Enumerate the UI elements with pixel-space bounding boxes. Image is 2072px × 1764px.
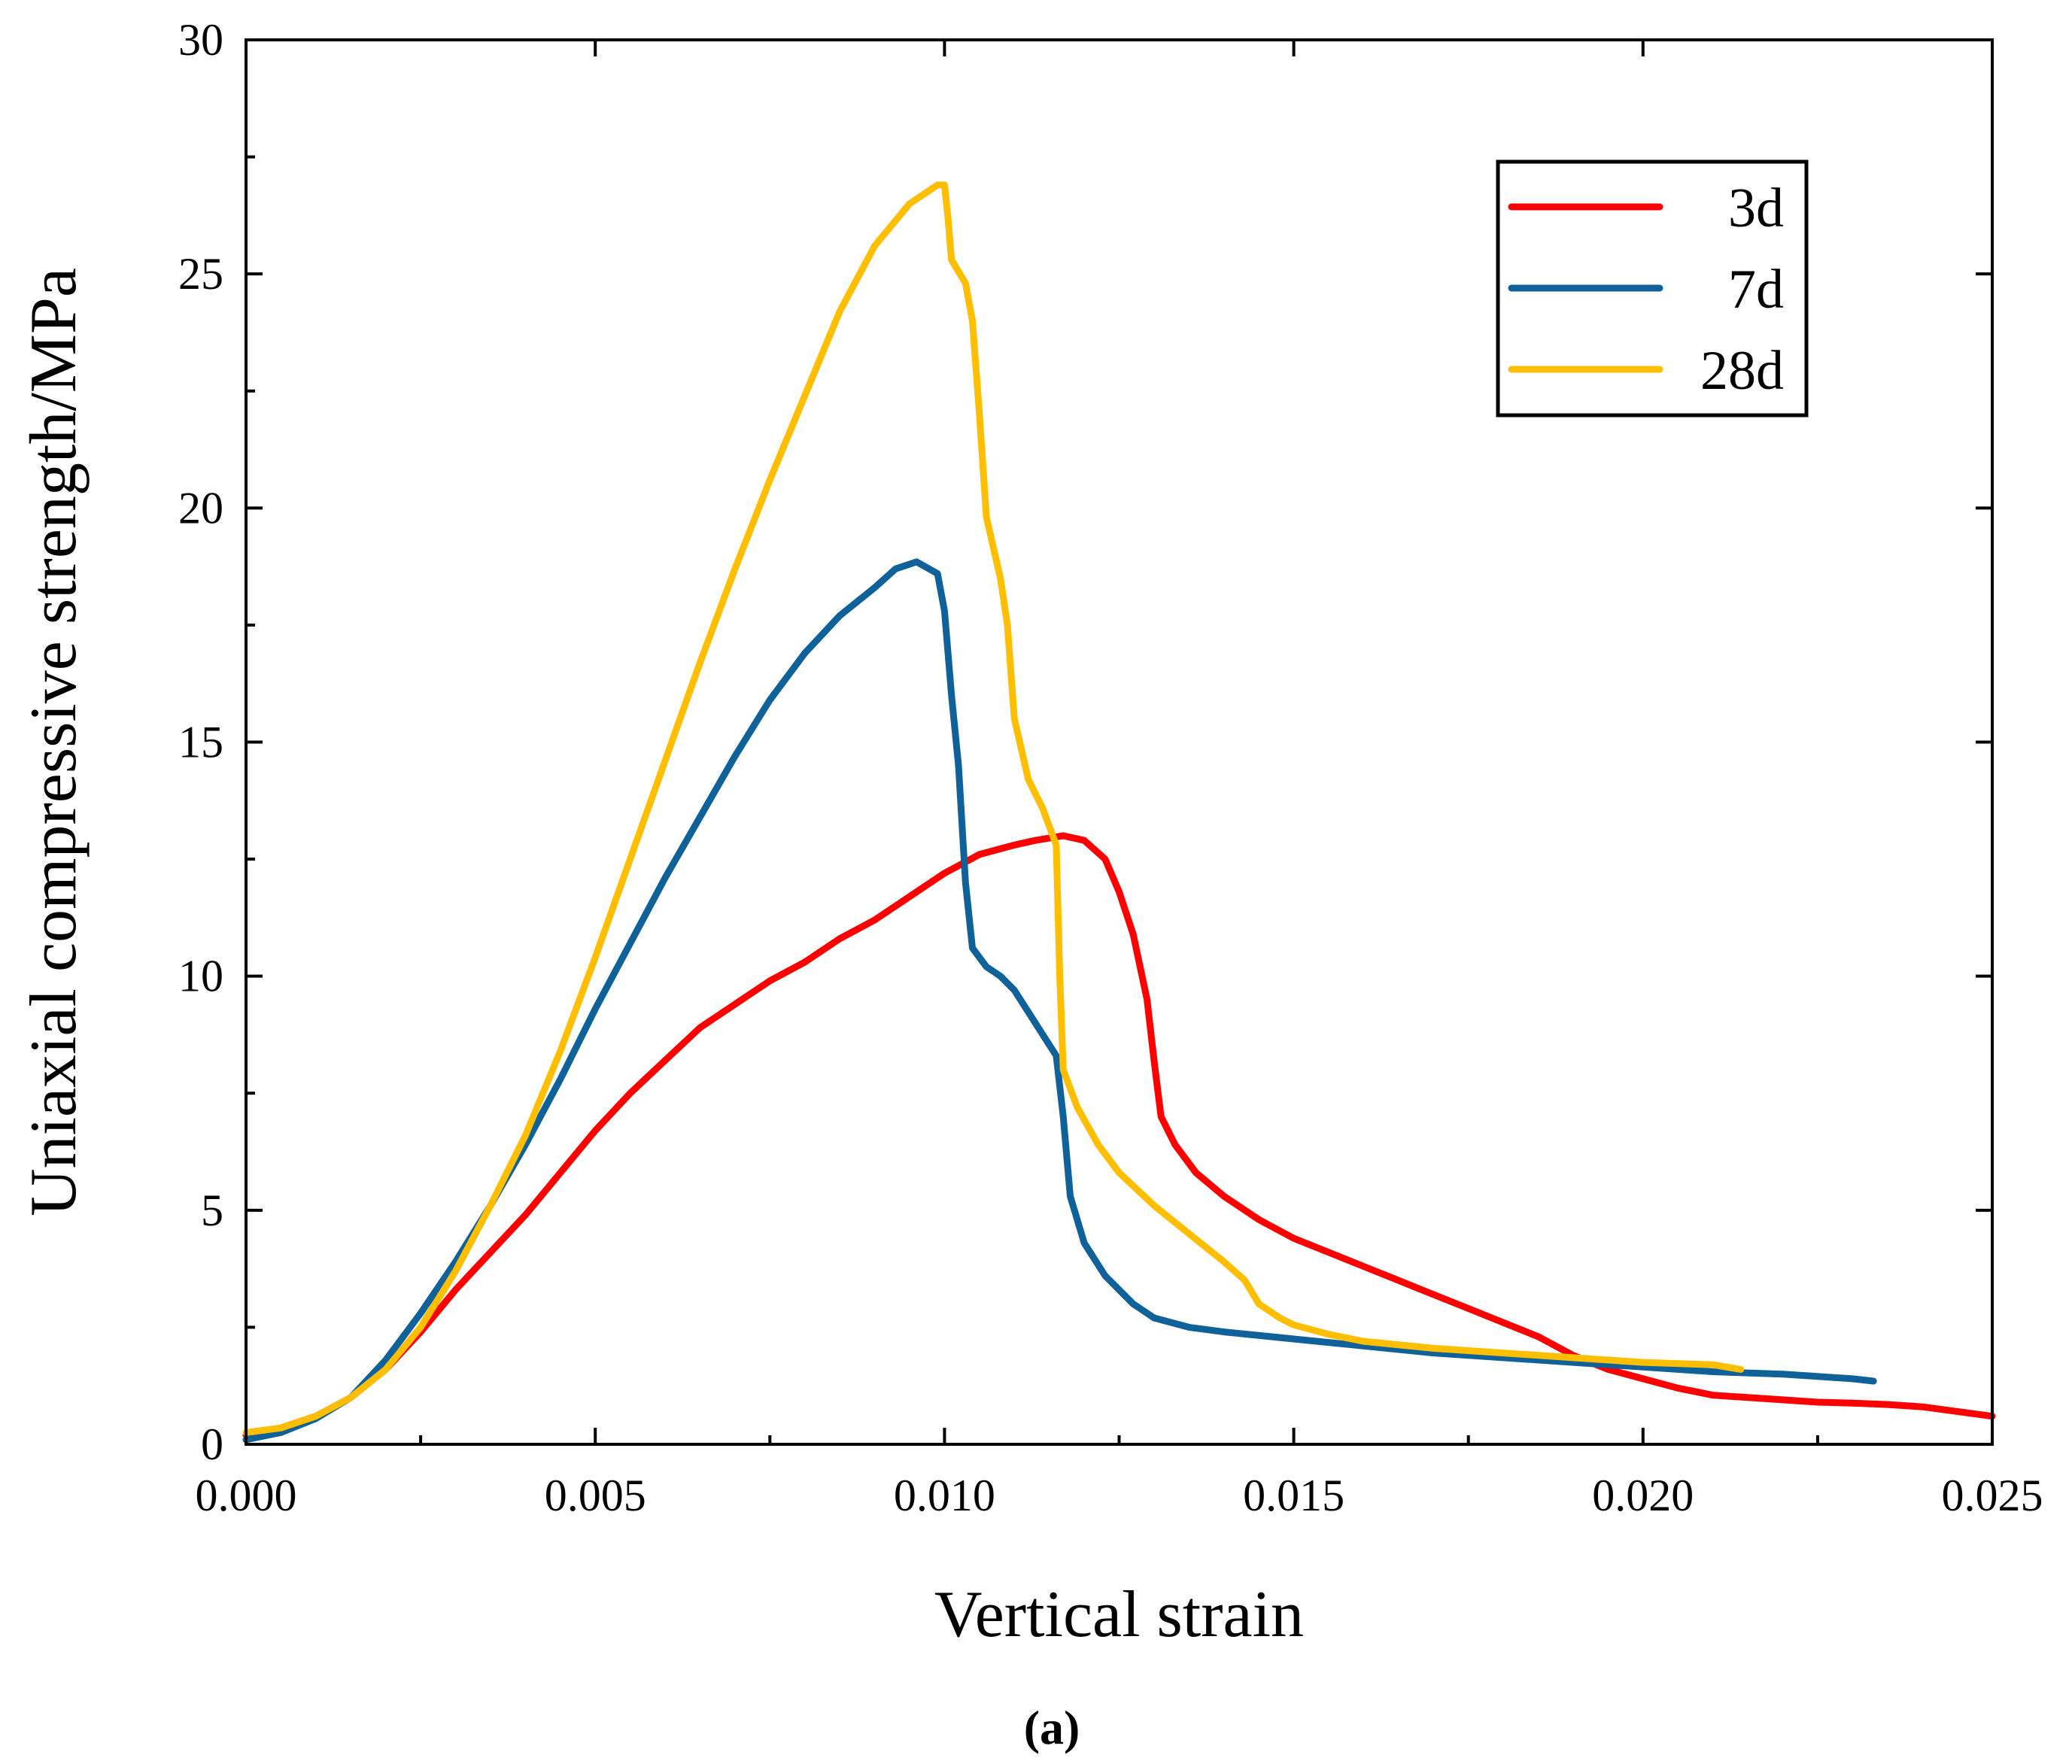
x-tick-label: 0.005	[545, 1471, 646, 1520]
series-line-3d	[242, 832, 1996, 1439]
x-tick-label: 0.025	[1942, 1471, 2043, 1520]
x-tick-label: 0.010	[894, 1471, 995, 1520]
series-layer	[242, 181, 1996, 1444]
legend-label-3d: 3d	[1728, 178, 1784, 239]
y-tick-label: 5	[201, 1186, 223, 1235]
legend-entries: 3d 7d 28d	[1508, 178, 1784, 402]
ticks-layer: 0.000 0.005 0.010 0.015 0.020 0.025 0 5 10 15 20 25…	[178, 15, 2043, 1520]
x-axis-title: Vertical strain	[934, 1578, 1304, 1651]
y-tick-label: 15	[178, 718, 223, 767]
legend-item-28d: 28d	[1508, 340, 1784, 402]
x-tick-label: 0.015	[1243, 1471, 1344, 1520]
legend-item-3d: 3d	[1508, 178, 1784, 239]
y-tick-label: 20	[178, 483, 223, 533]
legend: 3d 7d 28d	[1496, 159, 1809, 417]
legend-label-28d: 28d	[1700, 340, 1784, 402]
y-tick-label: 10	[178, 952, 223, 1001]
figure-caption: (a)	[1024, 1701, 1080, 1754]
y-tick-label: 30	[178, 15, 223, 65]
x-tick-label: 0.020	[1592, 1471, 1694, 1520]
series-line-7d	[242, 558, 1877, 1444]
y-axis-title: Uniaxial compressive strength/MPa	[17, 268, 90, 1216]
y-tick-label: 0	[201, 1419, 223, 1469]
legend-item-7d: 7d	[1508, 259, 1784, 320]
series-line-28d	[242, 181, 1745, 1436]
y-tick-label: 25	[178, 249, 223, 299]
legend-label-7d: 7d	[1728, 259, 1784, 320]
x-tick-label: 0.000	[196, 1471, 297, 1520]
